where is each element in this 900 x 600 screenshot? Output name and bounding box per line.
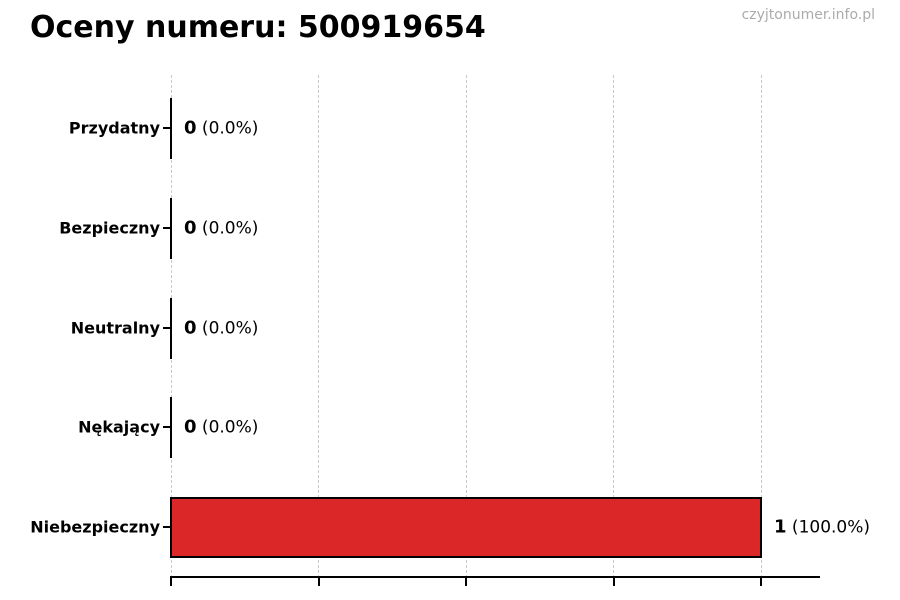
category-label: Niebezpieczny [30, 517, 160, 537]
x-axis-line [170, 576, 820, 578]
chart-title: Oceny numeru: 500919654 [30, 10, 486, 45]
x-axis-tick [317, 578, 320, 586]
value-count: 1 [774, 516, 787, 538]
value-count: 0 [184, 416, 197, 438]
value-percent: (0.0%) [196, 318, 259, 339]
y-axis-tick [163, 327, 170, 329]
vertical-gridline [613, 75, 614, 578]
zero-bar-przydatny [170, 97, 172, 159]
value-count: 0 [184, 317, 197, 339]
value-percent: (0.0%) [196, 417, 259, 438]
value-label: 0 (0.0%) [184, 417, 258, 438]
x-axis-tick [612, 578, 615, 586]
x-axis-tick [760, 578, 762, 586]
value-percent: (0.0%) [196, 218, 259, 239]
category-label: Bezpieczny [59, 218, 160, 238]
vertical-gridline [760, 75, 762, 578]
category-label: Przydatny [68, 118, 160, 138]
watermark-text: czyjtonumer.info.pl [741, 7, 875, 23]
bar-niebezpieczny [170, 496, 762, 558]
value-percent: (100.0%) [786, 517, 871, 538]
category-label: Neutralny [70, 318, 160, 338]
zero-bar-neutralny [170, 297, 172, 359]
y-axis-tick [163, 127, 170, 129]
vertical-gridline [318, 75, 319, 578]
value-label: 0 (0.0%) [184, 318, 258, 339]
vertical-gridline [465, 75, 467, 578]
x-axis-tick [465, 578, 467, 586]
value-label: 0 (0.0%) [184, 218, 258, 239]
category-label: Nękający [78, 417, 160, 437]
x-axis-tick [170, 578, 172, 586]
zero-bar-bezpieczny [170, 197, 172, 259]
zero-bar-nękający [170, 396, 172, 458]
value-count: 0 [184, 117, 197, 139]
y-axis-tick [163, 526, 170, 528]
y-axis-tick [163, 227, 170, 229]
value-label: 0 (0.0%) [184, 118, 258, 139]
value-label: 1 (100.0%) [774, 517, 870, 538]
value-count: 0 [184, 217, 197, 239]
value-percent: (0.0%) [196, 118, 259, 139]
y-axis-tick [163, 426, 170, 428]
